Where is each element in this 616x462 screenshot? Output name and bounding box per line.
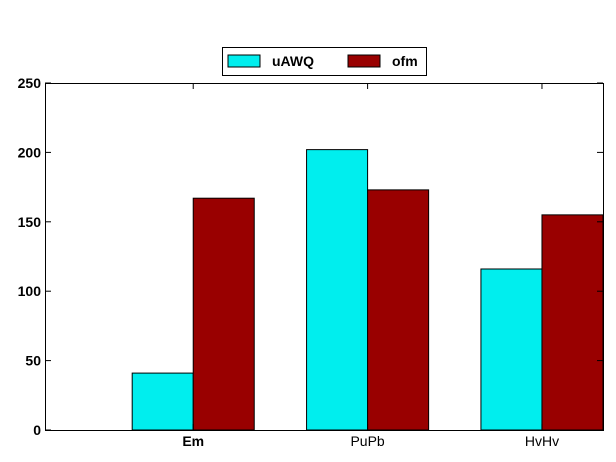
y-tick-label: 100 [18,283,42,299]
x-tick-label: HvHv [525,433,559,449]
bar-uAWQ-Em [131,372,194,431]
legend-label-uAWQ: uAWQ [272,53,314,69]
y-tick-label: 50 [25,353,41,369]
x-tick-label: Em [182,433,204,449]
legend-swatch-ofm [347,54,381,68]
bar-ofm-HvHv [541,214,604,431]
y-axis: 0 50 100 150 200 250 [18,75,603,438]
y-tick-label: 200 [18,144,42,160]
legend-swatch-uAWQ [227,54,261,68]
bar-ofm-PuPb [367,189,430,431]
bar-uAWQ-HvHv [480,268,543,431]
x-tick-label: PuPb [350,433,384,449]
y-tick-label: 150 [18,214,42,230]
legend-label-ofm: ofm [392,53,418,69]
x-axis: Em PuPb HvHv [182,83,559,449]
y-tick-label: 0 [33,422,41,438]
bars-group [131,149,604,431]
legend: uAWQ ofm [222,47,427,76]
bar-uAWQ-PuPb [306,149,369,431]
y-tick-label: 250 [18,75,42,91]
plot-frame [45,83,604,431]
bar-ofm-Em [192,197,255,431]
